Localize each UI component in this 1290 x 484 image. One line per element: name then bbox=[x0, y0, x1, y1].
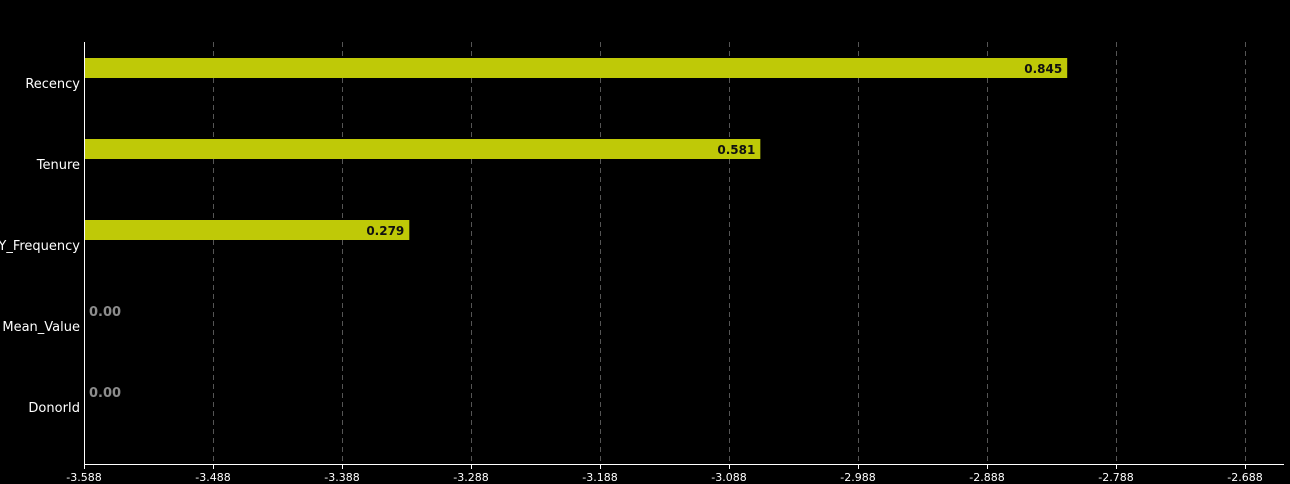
value-label: 0.00 bbox=[89, 305, 121, 320]
x-tick-label: -2.988 bbox=[840, 471, 875, 484]
bars bbox=[85, 58, 1068, 240]
x-tick-label: -3.088 bbox=[711, 471, 746, 484]
value-label: 0.581 bbox=[717, 143, 755, 157]
labels: -3.588 -3.488 -3.388 -3.288 -3.188 -3.088 -2.9… bbox=[0, 62, 1263, 484]
axes bbox=[84, 42, 1284, 465]
x-tick-label: -3.388 bbox=[324, 471, 359, 484]
x-tick-label: -2.688 bbox=[1227, 471, 1262, 484]
category-label: DonorId bbox=[28, 401, 80, 416]
value-label: 0.845 bbox=[1024, 62, 1062, 76]
bar-tenure bbox=[85, 139, 761, 159]
bar-recency bbox=[85, 58, 1068, 78]
x-tick-label: -3.588 bbox=[66, 471, 101, 484]
value-label: 0.279 bbox=[366, 224, 404, 238]
value-label: 0.00 bbox=[89, 386, 121, 401]
grid-lines bbox=[84, 42, 1246, 469]
x-tick-label: -2.888 bbox=[969, 471, 1004, 484]
x-tick-label: -3.188 bbox=[582, 471, 617, 484]
bar-y-frequency bbox=[85, 220, 410, 240]
x-tick-label: -3.488 bbox=[195, 471, 230, 484]
category-label: Recency bbox=[25, 77, 80, 92]
category-label: Mean_Value bbox=[2, 320, 80, 335]
x-tick-label: -3.288 bbox=[453, 471, 488, 484]
category-label: Tenure bbox=[36, 158, 80, 173]
category-label: Y_Frequency bbox=[0, 239, 80, 254]
x-tick-label: -2.788 bbox=[1098, 471, 1133, 484]
